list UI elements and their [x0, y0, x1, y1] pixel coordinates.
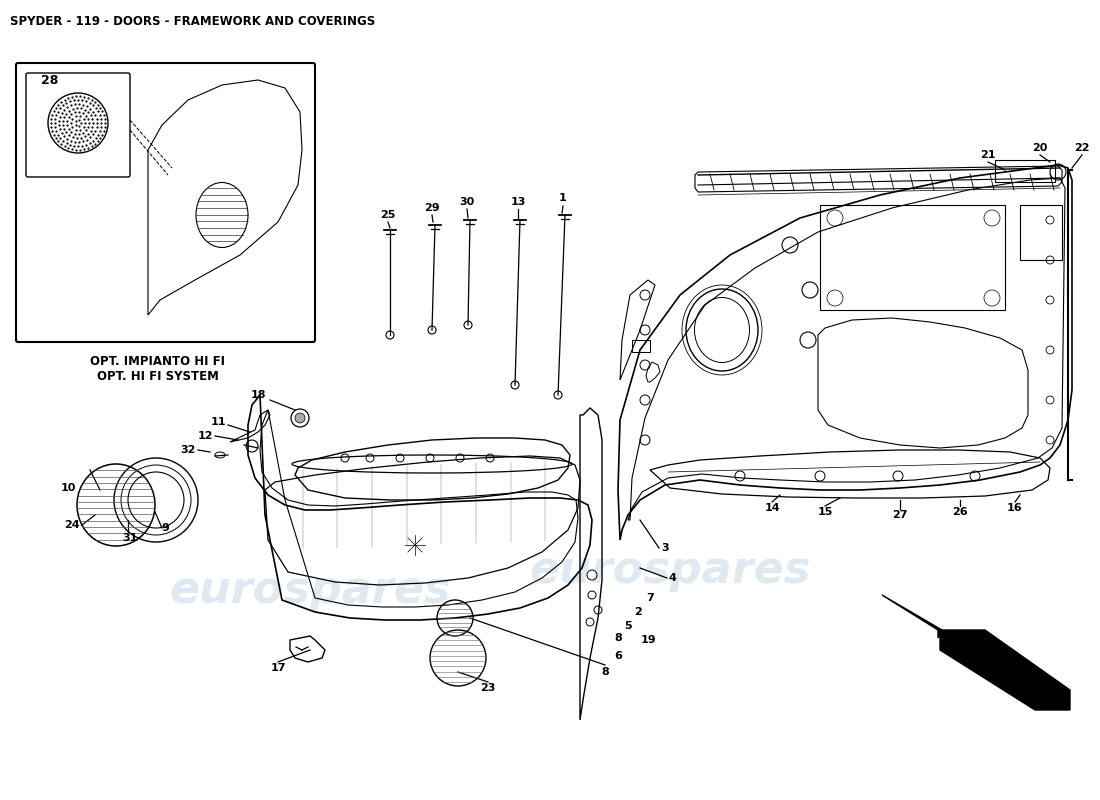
Circle shape [295, 413, 305, 423]
Bar [1020, 205, 1062, 260]
Text: 8: 8 [614, 633, 622, 643]
Text: 30: 30 [460, 197, 474, 207]
Polygon shape [882, 595, 942, 638]
Text: 15: 15 [817, 507, 833, 517]
Text: 21: 21 [980, 150, 996, 160]
Text: 24: 24 [64, 520, 80, 530]
Text: 7: 7 [646, 593, 653, 603]
Polygon shape [940, 630, 1070, 710]
Text: 28: 28 [42, 74, 58, 86]
Text: 1: 1 [559, 193, 566, 203]
Bar [996, 160, 1055, 182]
Text: 14: 14 [764, 503, 780, 513]
Text: 11: 11 [210, 417, 225, 427]
Text: 25: 25 [381, 210, 396, 220]
Text: OPT. IMPIANTO HI FI: OPT. IMPIANTO HI FI [90, 355, 226, 368]
Text: eurospares: eurospares [169, 569, 451, 611]
Text: 27: 27 [892, 510, 907, 520]
FancyBboxPatch shape [16, 63, 315, 342]
Text: 17: 17 [271, 663, 286, 673]
Text: 31: 31 [122, 533, 138, 543]
Text: 16: 16 [1008, 503, 1023, 513]
Text: 8: 8 [601, 667, 609, 677]
FancyBboxPatch shape [26, 73, 130, 177]
Text: eurospares: eurospares [529, 549, 811, 591]
Text: 18: 18 [251, 390, 266, 400]
Text: 19: 19 [640, 635, 656, 645]
Text: 13: 13 [510, 197, 526, 207]
Text: 6: 6 [614, 651, 622, 661]
Text: SPYDER - 119 - DOORS - FRAMEWORK AND COVERINGS: SPYDER - 119 - DOORS - FRAMEWORK AND COV… [10, 15, 375, 28]
Text: 29: 29 [425, 203, 440, 213]
Text: 3: 3 [661, 543, 669, 553]
Text: 12: 12 [197, 431, 212, 441]
Text: 4: 4 [668, 573, 675, 583]
Text: 32: 32 [180, 445, 196, 455]
Text: 26: 26 [953, 507, 968, 517]
Text: 2: 2 [634, 607, 642, 617]
Text: OPT. HI FI SYSTEM: OPT. HI FI SYSTEM [97, 370, 219, 383]
Text: 10: 10 [60, 483, 76, 493]
Text: 20: 20 [1032, 143, 1047, 153]
Text: 23: 23 [481, 683, 496, 693]
Bar [820, 205, 1005, 310]
Bar [632, 340, 650, 352]
Text: 5: 5 [624, 621, 631, 631]
Text: 22: 22 [1075, 143, 1090, 153]
Text: 9: 9 [161, 523, 169, 533]
